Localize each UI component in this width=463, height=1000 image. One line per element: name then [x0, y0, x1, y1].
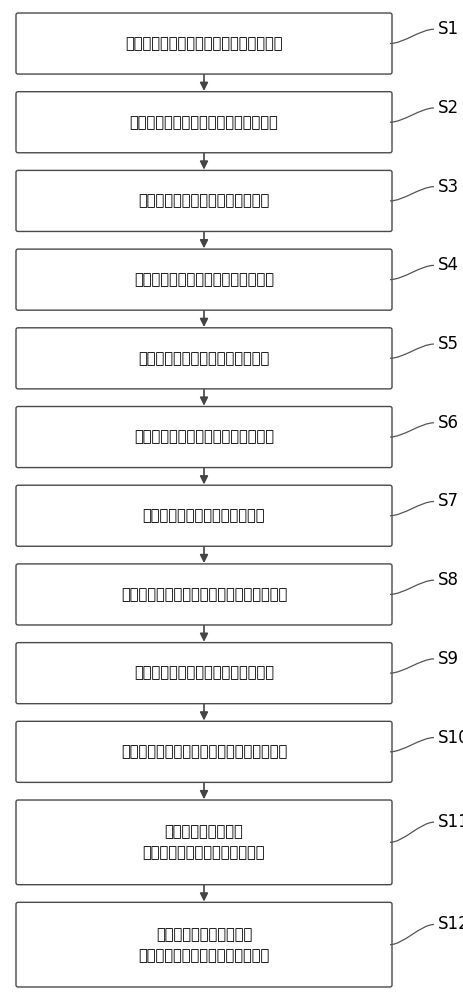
- FancyBboxPatch shape: [16, 13, 391, 74]
- Text: 达索系统下开发等截面和变截面排水沟模板: 达索系统下开发等截面和变截面排水沟模板: [121, 744, 287, 759]
- Text: 构建铁路路基排水工程自定义字典: 构建铁路路基排水工程自定义字典: [138, 193, 269, 208]
- Text: S10: S10: [437, 729, 463, 747]
- Text: S2: S2: [437, 99, 458, 117]
- Text: 根据三维地形点云数据构建数字地面模型: 根据三维地形点云数据构建数字地面模型: [125, 36, 282, 51]
- Text: 利用模板实例化生成
具有附加信息的排水沟三维模型: 利用模板实例化生成 具有附加信息的排水沟三维模型: [143, 824, 265, 860]
- Text: S5: S5: [437, 335, 458, 353]
- Text: 交互式创建排水沟平面自定义实体: 交互式创建排水沟平面自定义实体: [138, 351, 269, 366]
- FancyBboxPatch shape: [16, 249, 391, 310]
- FancyBboxPatch shape: [16, 564, 391, 625]
- Text: 构建铁路路基排水平面、纵断面视口: 构建铁路路基排水平面、纵断面视口: [134, 272, 274, 287]
- FancyBboxPatch shape: [16, 407, 391, 468]
- FancyBboxPatch shape: [16, 721, 391, 782]
- FancyBboxPatch shape: [16, 643, 391, 704]
- FancyBboxPatch shape: [16, 902, 391, 987]
- Text: S12: S12: [437, 915, 463, 933]
- Text: S4: S4: [437, 256, 458, 274]
- Text: S1: S1: [437, 20, 458, 38]
- Text: 自动化创建排水沟纵断面自定义实体: 自动化创建排水沟纵断面自定义实体: [134, 430, 274, 445]
- Text: S6: S6: [437, 414, 458, 432]
- Text: 裁剪排水沟上覆地形曲面
实现排水沟模型与地形曲面的融合: 裁剪排水沟上覆地形曲面 实现排水沟模型与地形曲面的融合: [138, 927, 269, 963]
- Text: 在达索系统中创建排水沟三维骨架线: 在达索系统中创建排水沟三维骨架线: [134, 666, 274, 681]
- FancyBboxPatch shape: [16, 800, 391, 885]
- FancyBboxPatch shape: [16, 485, 391, 546]
- FancyBboxPatch shape: [16, 328, 391, 389]
- FancyBboxPatch shape: [16, 92, 391, 153]
- FancyBboxPatch shape: [16, 170, 391, 231]
- Text: 导入路堤坡脚设计线和路堑堑顶设计线: 导入路堤坡脚设计线和路堑堑顶设计线: [129, 115, 278, 130]
- Text: S11: S11: [437, 813, 463, 831]
- Text: S9: S9: [437, 650, 458, 668]
- Text: 将排水沟平纵设计成果形成三维点坐标文件: 将排水沟平纵设计成果形成三维点坐标文件: [121, 587, 287, 602]
- Text: S7: S7: [437, 492, 458, 510]
- Text: S8: S8: [437, 571, 458, 589]
- Text: 排水沟平纵联动协同交互式设计: 排水沟平纵联动协同交互式设计: [143, 508, 265, 523]
- Text: S3: S3: [437, 178, 458, 196]
